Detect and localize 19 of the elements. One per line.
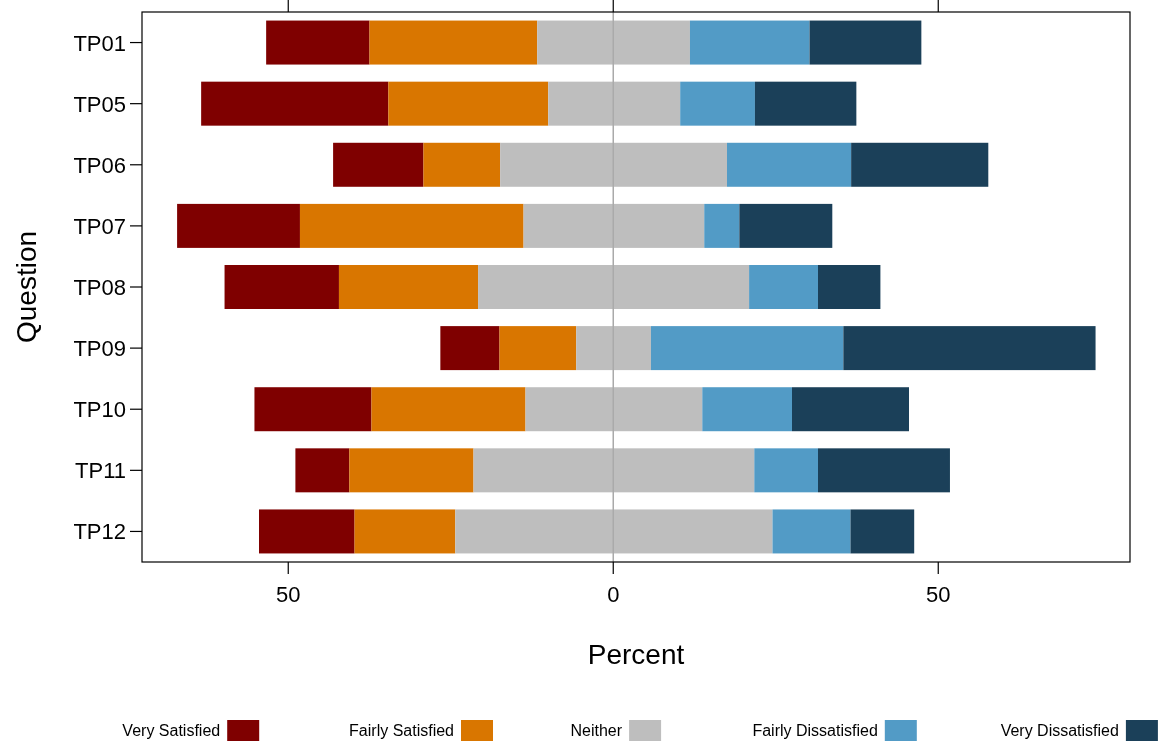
y-axis-title: Question	[11, 230, 42, 344]
y-tick-label: TP08	[73, 275, 126, 300]
legend-label: Very Satisfied	[122, 722, 221, 739]
x-axis-title: Percent	[587, 639, 685, 670]
y-tick-label: TP10	[73, 397, 126, 423]
y-tick-label: TP12	[73, 519, 126, 545]
legend-label: Very Dissatisfied	[1000, 722, 1119, 739]
x-tick-label: 50	[276, 582, 301, 607]
y-tick-label: TP07	[73, 213, 126, 239]
x-tick-label: 50	[926, 582, 951, 607]
legend-label: Fairly Dissatisfied	[752, 722, 878, 739]
y-tick-label: TP01	[73, 30, 126, 56]
x-tick-label: 0	[607, 582, 620, 607]
y-tick-label: TP06	[73, 152, 126, 178]
y-tick-label: TP09	[73, 336, 126, 362]
legend-label: Fairly Satisfied	[349, 722, 454, 739]
y-tick-label: TP11	[75, 458, 126, 484]
legend-label: Neither	[570, 722, 623, 739]
y-tick-label: TP05	[73, 91, 126, 117]
